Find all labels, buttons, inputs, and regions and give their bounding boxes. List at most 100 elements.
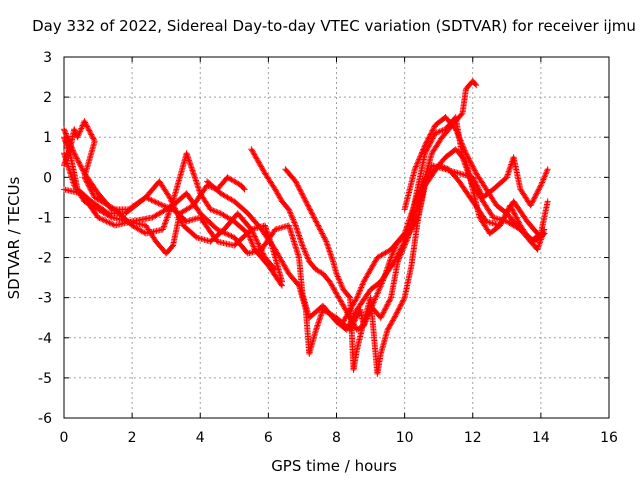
data-point	[539, 179, 546, 186]
data-point	[396, 305, 403, 312]
data-point	[394, 308, 401, 315]
data-point	[317, 226, 324, 233]
data-point	[294, 182, 301, 189]
data-point	[249, 242, 256, 249]
data-point	[420, 145, 427, 152]
y-tick-label: 3	[43, 50, 52, 66]
data-point	[423, 139, 430, 146]
data-point	[158, 201, 165, 208]
data-point	[456, 136, 463, 143]
data-point	[472, 81, 479, 88]
data-point	[166, 208, 173, 215]
data-point	[399, 248, 406, 255]
data-point	[291, 219, 298, 226]
data-point	[380, 309, 387, 316]
data-point	[178, 219, 185, 226]
data-point	[385, 298, 392, 305]
data-point	[378, 281, 385, 288]
data-point	[472, 179, 479, 186]
data-point	[453, 127, 460, 134]
data-point	[165, 210, 172, 217]
data-point	[544, 198, 551, 205]
data-point	[461, 147, 468, 154]
data-point	[258, 247, 265, 254]
data-point	[337, 280, 344, 287]
data-point	[156, 201, 163, 208]
data-point	[534, 189, 541, 196]
data-point	[87, 130, 94, 137]
data-point	[388, 254, 394, 261]
data-point	[426, 134, 433, 141]
data-point	[398, 250, 405, 257]
data-point	[311, 214, 318, 221]
data-point	[86, 127, 93, 134]
data-point	[90, 135, 97, 142]
data-point	[427, 166, 434, 173]
data-point	[529, 198, 536, 205]
data-point	[314, 221, 321, 228]
data-point	[71, 127, 78, 134]
x-axis-label: GPS time / hours	[271, 457, 397, 475]
data-point	[389, 251, 396, 258]
data-point	[248, 226, 255, 233]
data-point	[424, 136, 431, 143]
data-point	[161, 220, 168, 227]
data-point	[458, 138, 465, 145]
data-point	[421, 143, 428, 150]
data-point	[77, 128, 84, 135]
data-point	[358, 282, 365, 289]
data-point	[373, 293, 380, 300]
data-point	[511, 210, 518, 217]
data-point	[399, 247, 406, 254]
data-point	[149, 197, 156, 204]
data-point	[301, 195, 308, 202]
data-point	[96, 215, 103, 222]
y-tick-label: 2	[43, 90, 52, 106]
data-point	[292, 178, 299, 185]
data-point	[63, 131, 70, 138]
data-point	[470, 164, 477, 171]
data-point	[170, 202, 177, 209]
data-point	[418, 150, 425, 157]
data-point	[380, 276, 387, 283]
data-point	[346, 293, 353, 300]
data-point	[166, 194, 173, 201]
data-point	[469, 162, 476, 169]
data-point	[353, 296, 360, 303]
data-point	[78, 163, 85, 170]
data-point	[419, 149, 426, 156]
data-point	[311, 215, 318, 222]
chart-title: Day 332 of 2022, Sidereal Day-to-day VTE…	[32, 17, 636, 35]
data-point	[508, 205, 515, 212]
data-point	[88, 131, 95, 138]
data-point	[85, 126, 92, 133]
data-point	[159, 202, 166, 209]
data-point	[428, 130, 435, 137]
data-point	[259, 248, 266, 255]
data-point	[334, 272, 341, 279]
data-point	[540, 175, 547, 182]
x-tick-label: 10	[396, 430, 414, 446]
data-point	[298, 189, 305, 196]
data-point	[383, 304, 390, 311]
data-point	[154, 199, 161, 206]
data-point	[304, 202, 311, 209]
data-point	[79, 166, 86, 173]
data-point	[250, 230, 257, 237]
data-point	[356, 288, 363, 295]
data-point	[176, 215, 183, 222]
data-point	[537, 183, 544, 190]
data-point	[106, 219, 113, 226]
data-point	[507, 203, 514, 210]
data-point	[531, 194, 538, 201]
data-point	[160, 225, 167, 231]
data-point	[163, 217, 170, 224]
data-point	[148, 197, 155, 204]
data-point	[61, 126, 67, 133]
data-point	[169, 243, 176, 250]
data-point	[530, 197, 537, 204]
data-point	[317, 227, 324, 234]
data-point	[249, 240, 256, 247]
data-point	[176, 214, 183, 221]
